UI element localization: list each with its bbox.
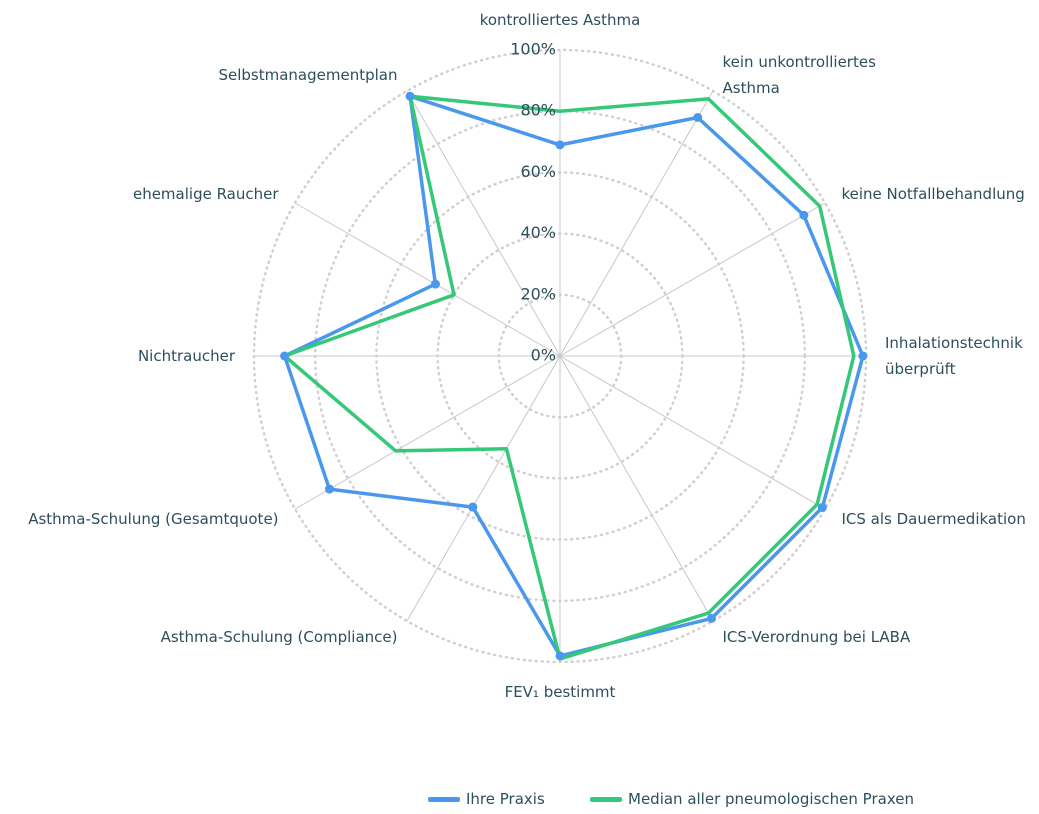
category-label: ICS-Verordnung bei LABA bbox=[722, 628, 911, 647]
category-label: keine Notfallbehandlung bbox=[841, 184, 1025, 203]
legend-swatch bbox=[428, 796, 460, 802]
category-label: ICS als Dauermedikation bbox=[841, 509, 1026, 528]
y-tick-label: 60% bbox=[520, 162, 556, 181]
data-point bbox=[430, 279, 440, 289]
grid-ring bbox=[497, 293, 623, 419]
grid-ring bbox=[375, 171, 745, 541]
legend-item: Median aller pneumologischen Praxen bbox=[590, 790, 914, 808]
category-label: Selbstmanagementplan bbox=[218, 65, 398, 84]
grid-ring bbox=[559, 355, 561, 357]
category-label: kontrolliertes Asthma bbox=[479, 11, 641, 29]
y-tick-label: 20% bbox=[520, 284, 556, 303]
data-point bbox=[799, 210, 809, 220]
category-label: Asthma-Schulung (Compliance) bbox=[160, 628, 398, 647]
data-point bbox=[706, 613, 716, 623]
data-point bbox=[324, 484, 334, 494]
spoke bbox=[406, 90, 561, 357]
data-point bbox=[858, 351, 868, 361]
legend-item: Ihre Praxis bbox=[428, 790, 545, 808]
category-label: Inhalationstechnik überprüft bbox=[885, 334, 1023, 378]
data-point bbox=[280, 351, 290, 361]
y-tick-label: 100% bbox=[510, 40, 556, 59]
legend-label: Median aller pneumologischen Praxen bbox=[628, 790, 914, 808]
data-point bbox=[555, 651, 565, 661]
grid-ring bbox=[436, 232, 684, 480]
category-label: FEV₁ bestimmt bbox=[504, 683, 616, 701]
category-label: Asthma-Schulung (Gesamtquote) bbox=[28, 509, 279, 528]
data-point bbox=[468, 502, 478, 512]
y-tick-label: 40% bbox=[520, 223, 556, 242]
category-label: ehemalige Raucher bbox=[132, 184, 279, 203]
data-point bbox=[405, 91, 415, 101]
spoke bbox=[294, 355, 561, 510]
spoke bbox=[559, 355, 714, 622]
y-tick-label: 80% bbox=[520, 101, 556, 120]
legend-swatch bbox=[590, 796, 622, 802]
spoke bbox=[559, 202, 826, 357]
data-point bbox=[817, 502, 827, 512]
spoke bbox=[559, 355, 826, 510]
category-label: kein unkontrolliertes Asthma bbox=[722, 52, 876, 97]
spoke bbox=[406, 355, 561, 622]
data-point bbox=[555, 140, 565, 150]
spoke bbox=[559, 90, 714, 357]
data-point bbox=[693, 112, 703, 122]
spoke bbox=[294, 202, 561, 357]
legend-label: Ihre Praxis bbox=[466, 790, 545, 808]
category-label: Nichtraucher bbox=[137, 347, 235, 365]
y-tick-label: 0% bbox=[531, 346, 556, 365]
